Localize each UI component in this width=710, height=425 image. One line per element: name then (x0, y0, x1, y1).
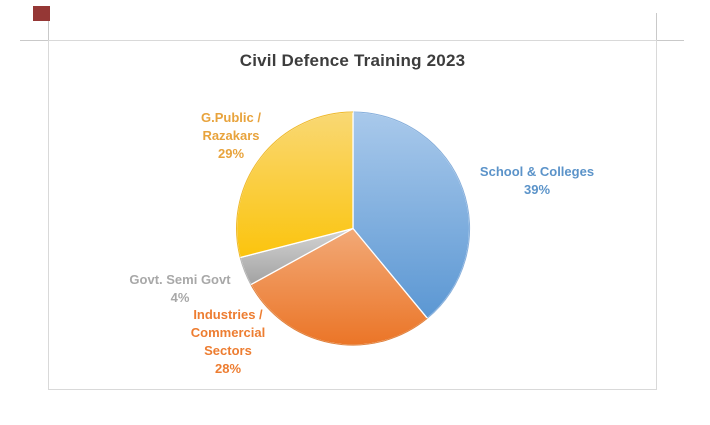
data-label-line: G.Public / (201, 110, 261, 125)
data-label-percent: 28% (214, 361, 242, 376)
pie-slice-rim-blue (352, 111, 471, 319)
data-label-line: Sectors (204, 343, 252, 358)
chart-title: Civil Defence Training 2023 (239, 51, 466, 70)
data-label-percent: 39% (523, 182, 551, 197)
data-label-gpublic-razakars: G.Public / Razakars 29% (171, 109, 291, 163)
data-label-percent: 29% (217, 146, 245, 161)
data-label-govt-semi-govt: Govt. Semi Govt 4% (100, 271, 260, 307)
red-annotation-marker (33, 6, 50, 21)
pie-slice-rim-orange (250, 284, 428, 346)
data-label-line: Industries / (193, 307, 263, 322)
data-label-industries-commercial: Industries / Commercial Sectors 28% (158, 306, 298, 378)
data-label-line: School & Colleges (479, 164, 595, 179)
data-label-percent: 4% (170, 290, 190, 305)
data-label-line: Govt. Semi Govt (129, 272, 231, 287)
data-label-line: Razakars (202, 128, 260, 143)
data-label-school-colleges: School & Colleges 39% (457, 163, 617, 199)
gridline-vertical-right (656, 13, 657, 40)
pie-slice-rim-yellow (236, 111, 354, 258)
gridline-vertical-left (48, 13, 49, 40)
data-label-line: Commercial (190, 325, 266, 340)
